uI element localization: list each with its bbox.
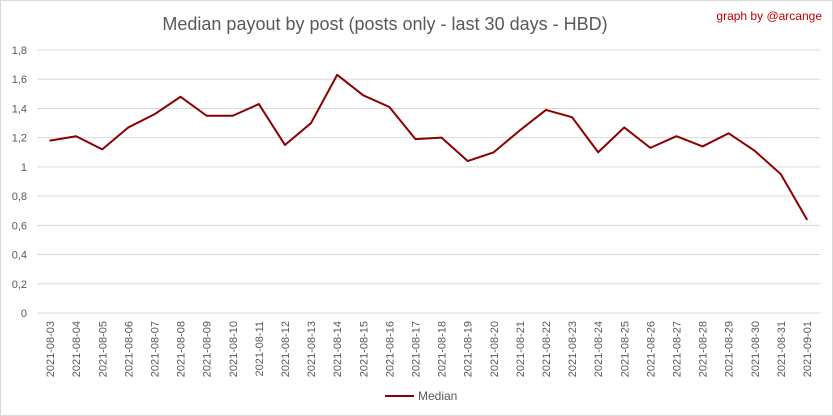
data-point [414,138,417,140]
y-tick-label: 1,6 [12,74,27,86]
y-tick-label: 1 [21,162,27,174]
data-point [727,132,730,135]
data-point [179,95,182,98]
data-point [675,135,678,138]
x-tick-label: 2021-08-24 [593,321,605,377]
x-tick-label: 2021-08-04 [71,321,83,377]
x-tick-label: 2021-08-22 [541,321,553,377]
data-point [388,106,391,108]
data-point [440,136,443,139]
x-tick-label: 2021-08-10 [228,321,240,377]
data-point [49,139,51,142]
data-point [310,122,312,124]
x-tick-label: 2021-08-05 [97,321,109,377]
data-point [205,114,208,117]
y-tick-label: 0 [21,308,27,320]
data-point [258,103,260,105]
x-tick-label: 2021-08-19 [463,321,475,377]
x-tick-label: 2021-08-23 [567,321,579,377]
x-tick-label: 2021-08-06 [123,321,135,377]
legend: Median [385,389,457,403]
x-tick-label: 2021-08-13 [306,321,318,377]
x-tick-label: 2021-08-18 [437,321,449,377]
data-point [336,74,338,76]
x-tick-label: 2021-08-31 [776,321,788,377]
y-tick-label: 1,2 [12,133,27,145]
legend-label: Median [418,389,457,403]
x-tick-label: 2021-08-27 [671,321,683,377]
data-point [75,135,77,138]
y-tick-label: 1,8 [12,45,27,57]
data-point [649,147,652,149]
data-point [101,148,104,151]
x-tick-label: 2021-08-28 [698,321,710,377]
x-tick-label: 2021-09-01 [802,321,814,377]
series-line-median [49,73,808,220]
chart-credit: graph by @arcange [716,9,822,23]
data-point [597,151,599,154]
x-tick-label: 2021-08-11 [254,321,266,376]
x-tick-label: 2021-08-29 [724,321,736,377]
data-point [623,126,626,129]
data-point [362,94,365,97]
data-point [571,116,573,119]
y-axis-ticks: 0 0,2 0,4 0,6 0,8 1 1,2 1,4 1,6 1,8 [12,45,27,320]
data-point [753,150,756,152]
data-point [806,218,808,221]
grid-lines [37,49,820,314]
data-point [492,151,495,154]
y-tick-label: 1,4 [12,103,27,115]
data-point [127,126,130,129]
data-point [153,113,156,116]
x-tick-label: 2021-08-07 [149,321,161,377]
data-point [519,129,521,132]
x-tick-label: 2021-08-30 [750,321,762,377]
x-axis-ticks: 2021-08-03 2021-08-04 2021-08-05 2021-08-06… [45,321,814,377]
y-tick-label: 0,8 [12,191,27,203]
x-tick-label: 2021-08-12 [280,321,292,377]
x-tick-label: 2021-08-17 [410,321,422,377]
data-point [284,144,286,146]
data-point [466,160,469,162]
data-point [701,145,704,148]
x-tick-label: 2021-08-09 [202,321,214,377]
x-tick-label: 2021-08-14 [332,321,344,377]
y-tick-label: 0,2 [12,279,27,291]
series-layer [49,73,808,221]
x-tick-label: 2021-08-26 [645,321,657,377]
data-point [545,109,547,111]
x-tick-label: 2021-08-25 [619,321,631,377]
x-tick-label: 2021-08-20 [489,321,501,377]
chart-title: Median payout by post (posts only - last… [162,14,607,34]
x-tick-label: 2021-08-21 [515,321,527,377]
data-point [231,114,234,117]
x-tick-label: 2021-08-08 [176,321,188,377]
y-tick-label: 0,4 [12,250,27,262]
x-tick-label: 2021-08-15 [358,321,370,377]
y-tick-label: 0,6 [12,220,27,232]
data-point [780,173,782,175]
x-tick-label: 2021-08-16 [384,321,396,377]
x-tick-label: 2021-08-03 [45,321,57,377]
